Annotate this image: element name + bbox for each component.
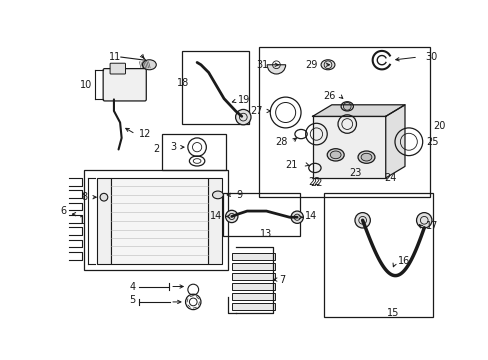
Bar <box>231 253 274 260</box>
Bar <box>84 170 227 270</box>
Bar <box>231 303 274 310</box>
Bar <box>231 283 274 289</box>
Ellipse shape <box>329 151 341 159</box>
Bar <box>324 193 432 316</box>
Text: 20: 20 <box>432 121 445 131</box>
Text: 12: 12 <box>139 129 151 139</box>
Text: 2: 2 <box>153 144 159 154</box>
Circle shape <box>235 109 250 125</box>
Text: 31: 31 <box>256 60 268 70</box>
Bar <box>207 178 221 264</box>
Text: 19: 19 <box>238 95 250 105</box>
Bar <box>312 116 385 178</box>
Bar <box>162 134 225 170</box>
FancyBboxPatch shape <box>110 63 125 74</box>
Text: 11: 11 <box>108 52 121 62</box>
Bar <box>222 193 299 236</box>
Text: 22: 22 <box>308 177 321 187</box>
Ellipse shape <box>326 149 344 161</box>
Ellipse shape <box>341 102 353 111</box>
Text: 24: 24 <box>384 173 396 183</box>
FancyBboxPatch shape <box>103 69 146 101</box>
Circle shape <box>290 211 303 223</box>
Text: 4: 4 <box>129 282 135 292</box>
Ellipse shape <box>357 151 374 163</box>
Text: 14: 14 <box>210 211 222 221</box>
Bar <box>231 264 274 270</box>
Bar <box>111 178 207 264</box>
Circle shape <box>100 193 107 201</box>
Circle shape <box>354 213 369 228</box>
Polygon shape <box>312 105 404 116</box>
Text: 25: 25 <box>425 137 437 147</box>
Text: 23: 23 <box>348 167 361 177</box>
Text: 21: 21 <box>284 160 297 170</box>
Text: 30: 30 <box>425 52 437 62</box>
Text: 14: 14 <box>305 211 317 221</box>
Bar <box>258 47 429 197</box>
Ellipse shape <box>360 153 371 161</box>
Circle shape <box>343 103 350 110</box>
Bar <box>231 274 274 280</box>
Ellipse shape <box>142 60 156 70</box>
Text: 16: 16 <box>397 256 409 266</box>
Text: 6: 6 <box>60 206 66 216</box>
Text: 5: 5 <box>129 295 135 305</box>
Polygon shape <box>385 105 404 178</box>
Text: 3: 3 <box>170 142 176 152</box>
Text: 18: 18 <box>177 78 189 88</box>
Bar <box>97 178 111 264</box>
Wedge shape <box>266 65 285 74</box>
Text: 22: 22 <box>310 178 322 188</box>
Text: 10: 10 <box>80 80 92 90</box>
Text: 29: 29 <box>305 60 317 70</box>
Text: 28: 28 <box>274 137 286 147</box>
Text: 9: 9 <box>236 190 242 200</box>
Text: 8: 8 <box>81 192 87 202</box>
Text: 7: 7 <box>279 275 285 285</box>
Text: 17: 17 <box>425 221 437 231</box>
Circle shape <box>225 210 238 222</box>
Ellipse shape <box>321 60 334 70</box>
Bar <box>182 51 248 124</box>
Text: 15: 15 <box>386 308 399 318</box>
Bar <box>231 293 274 300</box>
Text: 1: 1 <box>79 216 84 226</box>
Text: 26: 26 <box>323 91 335 100</box>
Ellipse shape <box>212 191 223 199</box>
Text: 27: 27 <box>249 106 262 116</box>
Text: 13: 13 <box>260 229 272 239</box>
Circle shape <box>416 213 431 228</box>
